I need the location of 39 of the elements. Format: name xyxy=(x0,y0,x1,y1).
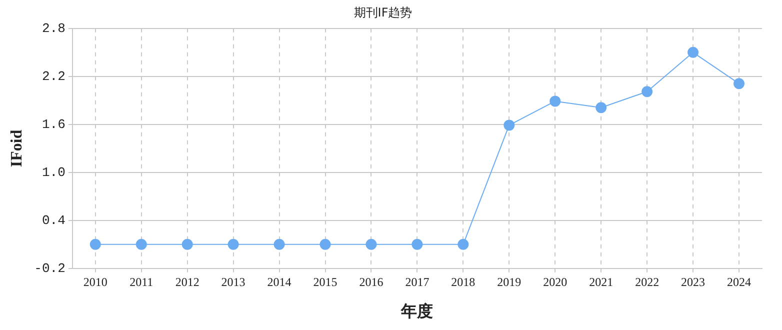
point xyxy=(90,238,101,250)
x-tick-label: 2023 xyxy=(681,274,706,289)
point xyxy=(412,238,423,250)
chart-title: 期刊IF趋势 xyxy=(354,5,412,20)
y-tick-label: 0.4 xyxy=(42,212,66,228)
point xyxy=(504,120,515,131)
point xyxy=(642,86,653,98)
x-tick-label: 2014 xyxy=(267,274,292,289)
point xyxy=(596,102,607,114)
x-tick-label: 2018 xyxy=(451,274,476,289)
x-tick-label: 2011 xyxy=(130,274,154,289)
x-tick-label: 2017 xyxy=(405,274,430,289)
y-tick-label: 2.8 xyxy=(42,20,66,36)
point xyxy=(320,238,331,250)
point xyxy=(734,78,745,90)
x-tick-label: 2016 xyxy=(359,274,384,289)
point xyxy=(274,238,285,250)
y-tick-label: -0.2 xyxy=(34,260,66,276)
point xyxy=(366,238,377,250)
point xyxy=(550,96,561,107)
x-tick-label: 2020 xyxy=(543,274,568,289)
x-tick-label: 2021 xyxy=(589,274,614,289)
x-tick-label: 2015 xyxy=(313,274,338,289)
point xyxy=(136,238,147,250)
y-tick-label: 1.0 xyxy=(42,164,66,180)
x-tick-label: 2010 xyxy=(83,274,108,289)
point xyxy=(228,238,239,250)
x-tick-label: 2022 xyxy=(635,274,660,289)
x-tick-label: 2013 xyxy=(221,274,246,289)
y-axis-title: IFoid xyxy=(8,130,26,168)
y-tick-label: 1.6 xyxy=(42,116,66,132)
y-tick-label: 2.2 xyxy=(42,68,66,84)
point xyxy=(182,238,193,250)
x-tick-label: 2019 xyxy=(497,274,522,289)
point xyxy=(688,46,699,58)
x-tick-label: 2012 xyxy=(175,274,200,289)
point xyxy=(458,238,469,250)
x-axis-title: 年度 xyxy=(400,302,434,321)
x-tick-label: 2024 xyxy=(727,274,752,289)
